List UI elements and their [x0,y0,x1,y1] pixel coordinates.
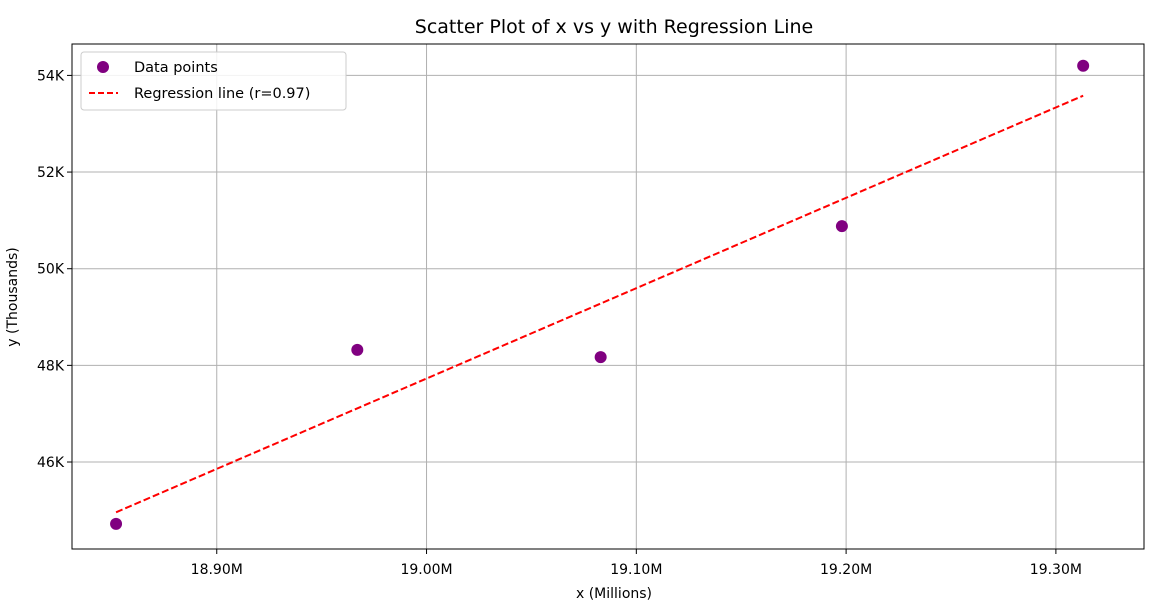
x-tick-label: 19.10M [610,562,662,578]
y-axis: 46K 48K 50K 52K 54K [37,68,72,471]
y-tick-label: 46K [37,455,65,471]
regression-line [115,94,1084,514]
y-axis-label: y (Thousands) [5,247,21,346]
data-point [1077,59,1090,72]
data-point [594,351,607,364]
y-tick-label: 48K [37,358,65,374]
legend-label-data-points: Data points [134,60,218,76]
legend-box [80,51,347,111]
x-tick-label: 19.20M [820,562,872,578]
x-tick-label: 19.30M [1030,562,1082,578]
chart-title: Scatter Plot of x vs y with Regression L… [415,16,813,38]
x-tick-label: 18.90M [191,562,243,578]
legend: Data points Regression line (r=0.97) [80,51,347,111]
data-point [351,343,364,356]
regression-series [115,94,1084,514]
plot-area [71,43,1145,550]
grid [72,44,1144,549]
x-axis-label: x (Millions) [576,586,652,602]
legend-marker-data-points [97,61,109,73]
x-tick-label: 19.00M [400,562,452,578]
data-points-series [110,59,1090,530]
data-point [835,220,848,233]
y-tick-label: 52K [37,165,65,181]
legend-label-regression-line: Regression line (r=0.97) [134,86,310,102]
data-point [110,517,123,530]
x-axis: 18.90M 19.00M 19.10M 19.20M 19.30M [191,549,1082,578]
y-tick-label: 50K [37,262,65,278]
y-tick-label: 54K [37,68,65,84]
